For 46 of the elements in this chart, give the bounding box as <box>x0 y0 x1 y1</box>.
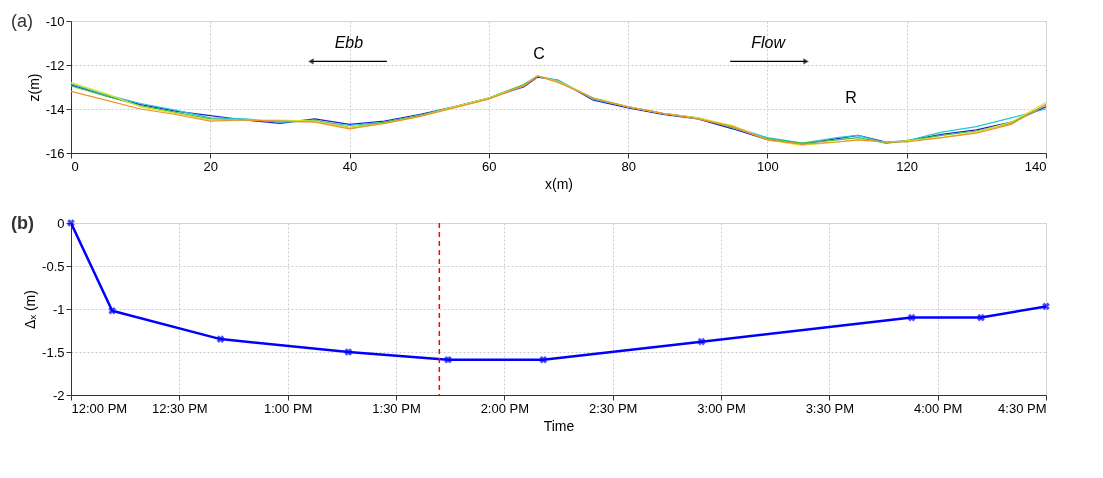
x-tick-label: 1:00 PM <box>263 400 313 416</box>
x-tick-label: 4:00 PM <box>913 400 963 416</box>
point <box>344 348 353 356</box>
point <box>539 355 548 364</box>
x-tick-label: 40 <box>342 158 358 174</box>
x-tick-label: 3:30 PM <box>805 400 855 416</box>
y-tick-label: -12 <box>45 57 65 73</box>
text: (b) <box>11 213 34 233</box>
annotation: Flow <box>751 34 787 52</box>
x-tick-label: 2:30 PM <box>588 400 638 416</box>
x-tick-label: 2:00 PM <box>480 400 530 416</box>
x-tick-label: 4:30 PM <box>998 400 1047 416</box>
x-tick-label: 12:00 PM <box>71 400 128 416</box>
x-tick-label: 80 <box>621 158 636 174</box>
x-tick-label: 0 <box>71 158 79 174</box>
x-tick-label: 12:30 PM <box>152 400 208 416</box>
x-tick-label: 60 <box>482 158 497 174</box>
point <box>697 337 706 346</box>
point <box>1042 302 1050 311</box>
y-tick-label: -10 <box>45 13 65 29</box>
x-tick-label: 1:30 PM <box>372 400 421 416</box>
x-tick-label: 140 <box>1024 158 1047 174</box>
x-axis-title: x(m) <box>545 175 573 192</box>
point <box>216 335 225 343</box>
point <box>907 313 916 322</box>
point <box>108 306 116 315</box>
text: (a) <box>11 11 33 31</box>
y-axis-title: Δₓ (m) <box>22 290 39 329</box>
annotation: R <box>845 88 857 106</box>
point <box>977 313 985 322</box>
x-tick-label: 100 <box>757 158 779 174</box>
point <box>444 355 452 364</box>
y-tick-label: -14 <box>45 101 65 117</box>
y-tick-label: -2 <box>52 387 65 403</box>
x-axis-title: Time <box>543 417 575 434</box>
annotation: C <box>533 45 545 62</box>
y-tick-label: -0.5 <box>42 258 65 274</box>
y-tick-label: -16 <box>45 145 65 161</box>
y-tick-label: -1 <box>52 301 65 317</box>
y-tick-label: -1.5 <box>42 344 65 360</box>
x-tick-label: 20 <box>203 158 219 174</box>
x-tick-label: 120 <box>896 158 919 174</box>
x-tick-label: 3:00 PM <box>697 400 746 416</box>
annotation: Ebb <box>334 34 364 52</box>
y-axis-title: z(m) <box>25 73 42 102</box>
y-tick-label: 0 <box>57 215 65 231</box>
